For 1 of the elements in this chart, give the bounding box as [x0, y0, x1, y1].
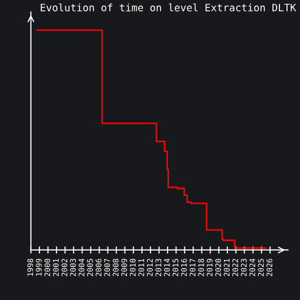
- chart-title: Evolution of time on level Extraction DLTK: [40, 3, 296, 12]
